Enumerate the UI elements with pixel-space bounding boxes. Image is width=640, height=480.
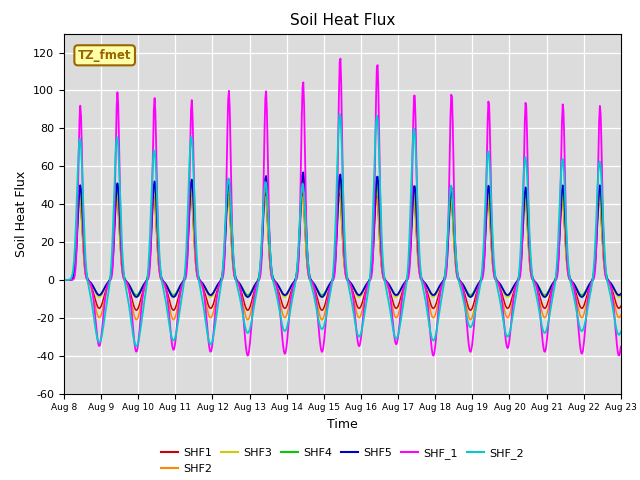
- SHF5: [184, 242, 192, 248]
- SHF1: [127, 294, 135, 300]
- SHF_1: [337, 56, 344, 61]
- SHF_1: [411, 93, 419, 99]
- SHF_1: [127, 305, 135, 311]
- SHF2: [428, 311, 435, 316]
- SHF3: [392, 294, 400, 300]
- SHF5: [70, 272, 78, 277]
- SHF4: [184, 236, 192, 241]
- Line: SHF3: SHF3: [64, 183, 621, 297]
- SHF3: [617, 293, 625, 299]
- SHF5: [300, 169, 307, 175]
- SHF5: [617, 291, 625, 297]
- SHF4: [60, 277, 68, 283]
- SHF_1: [184, 245, 192, 251]
- SHF4: [214, 282, 221, 288]
- X-axis label: Time: Time: [327, 418, 358, 431]
- SHF1: [411, 201, 419, 207]
- SHF5: [428, 290, 435, 296]
- SHF5: [60, 277, 68, 283]
- SHF3: [70, 271, 78, 276]
- SHF2: [617, 312, 625, 318]
- SHF5: [214, 282, 221, 288]
- SHF3: [127, 287, 135, 292]
- SHF3: [428, 293, 436, 299]
- SHF3: [60, 277, 68, 283]
- SHF_2: [127, 320, 135, 325]
- Line: SHF1: SHF1: [64, 193, 621, 310]
- SHF1: [187, 190, 195, 196]
- SHF_2: [428, 336, 436, 341]
- SHF3: [214, 283, 221, 289]
- SHF2: [467, 317, 474, 323]
- Text: TZ_fmet: TZ_fmet: [78, 49, 131, 62]
- SHF1: [467, 307, 474, 313]
- SHF_2: [214, 301, 222, 307]
- SHF4: [412, 201, 419, 206]
- SHF1: [428, 302, 435, 308]
- SHF4: [428, 291, 436, 297]
- SHF_1: [429, 353, 437, 359]
- Line: SHF2: SHF2: [64, 197, 621, 320]
- SHF_1: [214, 290, 221, 296]
- Title: Soil Heat Flux: Soil Heat Flux: [290, 13, 395, 28]
- SHF_2: [60, 277, 68, 283]
- SHF_2: [132, 343, 140, 349]
- SHF1: [617, 303, 625, 309]
- SHF2: [127, 300, 135, 305]
- SHF4: [392, 292, 400, 298]
- Line: SHF5: SHF5: [64, 172, 621, 297]
- SHF1: [184, 233, 192, 239]
- SHF3: [336, 180, 344, 186]
- SHF_1: [60, 277, 68, 283]
- SHF3: [412, 207, 419, 213]
- Y-axis label: Soil Heat Flux: Soil Heat Flux: [15, 170, 28, 257]
- SHF4: [336, 173, 344, 179]
- SHF2: [70, 269, 78, 275]
- SHF_1: [428, 340, 435, 346]
- SHF4: [617, 291, 625, 297]
- SHF_2: [412, 145, 419, 151]
- Line: SHF_1: SHF_1: [64, 59, 621, 356]
- SHF2: [187, 194, 195, 200]
- SHF_1: [617, 344, 625, 349]
- SHF5: [127, 287, 135, 292]
- Line: SHF4: SHF4: [64, 176, 621, 295]
- SHF4: [127, 286, 135, 291]
- SHF1: [70, 268, 78, 274]
- SHF_2: [617, 329, 625, 335]
- SHF2: [214, 288, 222, 293]
- SHF2: [411, 205, 419, 211]
- SHF_2: [185, 181, 193, 187]
- SHF2: [60, 277, 68, 283]
- SHF_2: [336, 111, 344, 117]
- Legend: SHF1, SHF2, SHF3, SHF4, SHF5, SHF_1, SHF_2: SHF1, SHF2, SHF3, SHF4, SHF5, SHF_1, SHF…: [157, 444, 528, 478]
- SHF5: [411, 183, 419, 189]
- SHF_2: [70, 257, 78, 263]
- SHF4: [70, 270, 78, 276]
- SHF_1: [70, 276, 78, 281]
- Line: SHF_2: SHF_2: [64, 114, 621, 346]
- SHF5: [467, 294, 474, 300]
- SHF1: [214, 285, 222, 291]
- SHF2: [184, 235, 192, 241]
- SHF1: [60, 277, 68, 283]
- SHF3: [184, 239, 192, 245]
